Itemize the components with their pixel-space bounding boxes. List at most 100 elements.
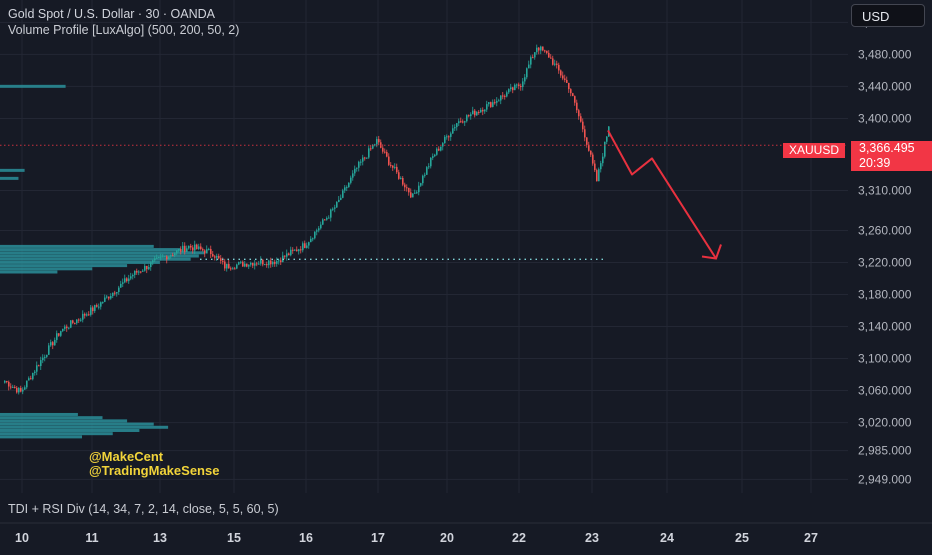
x-tick-5: 17 [371,531,385,545]
candle-300 [604,141,606,159]
watermark-line-2: @TradingMakeSense [89,463,220,478]
candle-117 [238,261,240,266]
candle-64 [132,273,134,280]
candle-114 [232,266,234,270]
candle-80 [164,256,166,258]
candle-79 [162,254,164,258]
candle-34 [72,319,74,325]
candle-199 [402,176,404,187]
candle-132 [268,259,270,269]
candle-24 [52,340,54,350]
profile-bar-9 [0,264,128,268]
time-axis[interactable]: 10 11 13 15 16 17 20 22 23 24 25 27 [0,522,932,545]
profile-bar-18 [0,432,113,436]
candle-161 [326,216,328,221]
candle-294 [592,152,594,166]
candle-10 [24,385,26,390]
candle-207 [418,181,420,196]
candle-269 [542,46,544,52]
candle-220 [444,135,446,144]
candle-225 [454,124,456,131]
y-tick-3: 3,400.000 [858,111,912,125]
candle-152 [308,241,310,249]
projection-path[interactable] [607,129,717,260]
oscillator-legend[interactable]: TDI + RSI Div (14, 34, 7, 2, 14, close, … [8,502,279,516]
candle-271 [546,50,548,55]
candle-238 [480,107,482,113]
candle-147 [298,248,300,255]
candle-191 [386,149,388,158]
projection-arrowhead[interactable] [701,244,722,260]
candle-265 [534,52,536,60]
candle-43 [90,304,92,317]
candle-257 [518,82,520,90]
candle-8 [20,385,22,393]
candle-229 [462,119,464,124]
overlays [0,129,848,260]
y-tick-12: 2,985.000 [858,444,912,458]
candle-9 [22,387,24,395]
candle-116 [236,263,238,270]
candle-270 [544,49,546,53]
candle-234 [472,106,474,115]
candle-156 [316,228,318,236]
candle-66 [136,268,138,275]
candle-164 [332,207,334,212]
candle-163 [330,208,332,222]
candle-211 [426,166,428,175]
candle-288 [580,113,582,123]
candle-47 [98,303,100,310]
x-tick-0: 10 [15,531,29,545]
candle-72 [148,264,150,271]
candle-260 [524,74,526,85]
chart-title[interactable]: Gold Spot / U.S. Dollar · 30 · OANDA [8,7,216,21]
candle-216 [436,147,438,156]
volume-profile [0,84,205,439]
candle-252 [508,88,510,95]
price-axis[interactable]: 3,520.0003,480.0003,440.0003,400.0003,31… [848,0,932,550]
candle-125 [254,260,256,270]
candle-103 [210,245,212,259]
candle-196 [396,163,398,174]
candle-11 [26,380,28,390]
candle-57 [118,285,120,295]
candle-146 [296,246,298,252]
x-tick-7: 22 [512,531,526,545]
candle-129 [262,258,264,267]
candle-86 [176,249,178,256]
currency-button[interactable]: USD [851,4,925,27]
candle-75 [154,256,156,263]
candle-285 [574,95,576,106]
candle-32 [68,327,70,330]
candle-112 [228,259,230,269]
candle-277 [558,62,560,74]
candle-99 [202,247,204,252]
x-tick-8: 23 [585,531,599,545]
candle-274 [552,55,554,66]
profile-bar-6 [0,254,199,258]
candle-131 [266,261,268,268]
candle-201 [406,184,408,192]
candle-96 [196,243,198,250]
candle-176 [356,167,358,172]
indicator-legend[interactable]: Volume Profile [LuxAlgo] (500, 200, 50, … [8,23,240,37]
x-tick-4: 16 [299,531,313,545]
candle-203 [410,188,412,199]
candle-29 [62,328,64,333]
candle-232 [468,114,470,118]
candle-65 [134,270,136,279]
profile-bar-19 [0,435,82,439]
profile-bar-8 [0,260,160,264]
candle-3 [10,383,12,390]
candle-244 [492,99,494,108]
candle-187 [378,135,380,146]
candle-141 [286,249,288,261]
candle-204 [412,193,414,198]
candle-0 [4,380,6,384]
candle-81 [166,255,168,264]
x-tick-2: 13 [153,531,167,545]
candle-77 [158,256,160,259]
x-tick-1: 11 [85,531,98,545]
